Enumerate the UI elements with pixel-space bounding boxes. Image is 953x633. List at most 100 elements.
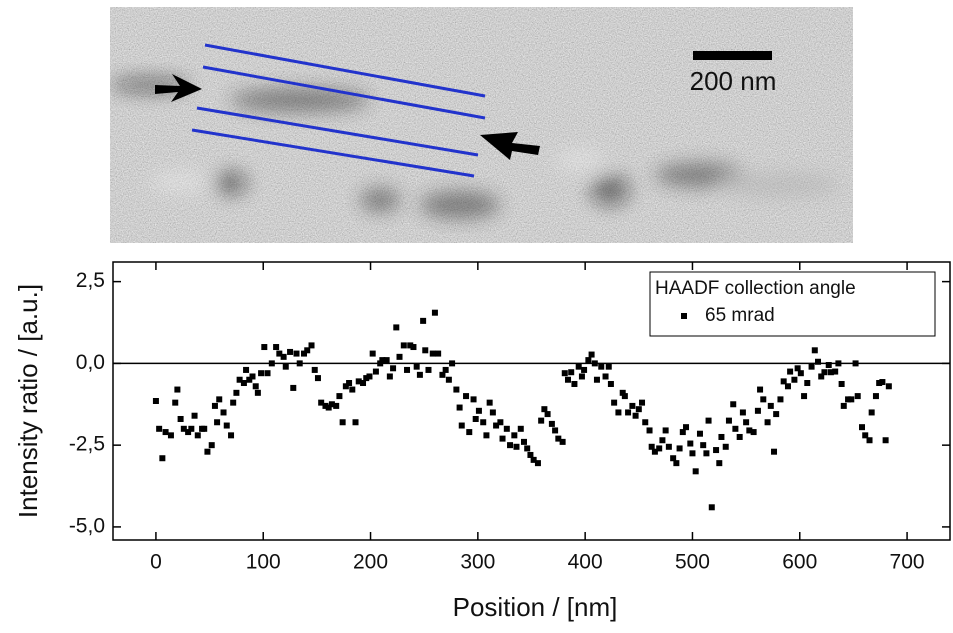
data-point	[670, 455, 677, 462]
data-point	[838, 380, 845, 387]
data-point	[480, 419, 487, 426]
data-point	[287, 348, 294, 355]
data-point	[743, 419, 750, 426]
data-point	[879, 379, 886, 386]
data-point	[264, 370, 271, 377]
data-point	[236, 376, 243, 383]
data-point	[632, 412, 639, 419]
tem-image: 200 nm	[110, 7, 853, 243]
data-point	[527, 451, 534, 458]
data-point	[530, 456, 537, 463]
data-point	[607, 380, 614, 387]
data-point	[716, 460, 723, 467]
data-point	[801, 393, 808, 400]
data-point	[764, 419, 771, 426]
x-tick-label: 700	[890, 551, 925, 574]
data-point	[220, 409, 227, 416]
data-point	[252, 383, 259, 390]
data-point	[882, 437, 889, 444]
arrow-left	[155, 74, 202, 102]
data-point	[216, 396, 223, 403]
data-point	[194, 432, 201, 439]
data-point	[866, 437, 873, 444]
data-point	[336, 393, 343, 400]
data-point	[750, 429, 757, 436]
data-point	[483, 432, 490, 439]
data-point	[541, 406, 548, 413]
data-point	[439, 371, 446, 378]
data-point	[243, 366, 250, 373]
x-tick-label: 100	[246, 551, 281, 574]
data-point	[511, 432, 518, 439]
data-point	[273, 344, 280, 351]
data-point	[339, 419, 346, 426]
data-point	[363, 375, 370, 382]
data-point	[449, 360, 456, 367]
data-point	[314, 375, 321, 382]
data-point	[862, 432, 869, 439]
data-point	[757, 386, 764, 393]
legend-box	[649, 271, 936, 337]
data-point	[662, 427, 669, 434]
data-point	[552, 427, 559, 434]
data-point	[848, 396, 855, 403]
data-point	[185, 429, 192, 436]
data-point	[463, 393, 470, 400]
data-point	[700, 442, 707, 449]
x-tick-label: 400	[568, 551, 603, 574]
data-point	[204, 448, 211, 455]
data-point	[386, 373, 393, 380]
data-point	[835, 360, 842, 367]
data-point	[713, 447, 720, 454]
data-point	[322, 402, 329, 409]
data-point	[818, 373, 825, 380]
data-point	[493, 422, 500, 429]
data-point	[369, 350, 376, 357]
data-point	[301, 350, 308, 357]
data-point	[159, 455, 166, 462]
data-point	[372, 368, 379, 375]
data-point	[561, 370, 568, 377]
data-point	[413, 363, 420, 370]
plot-frame	[112, 261, 951, 541]
data-point	[665, 443, 672, 450]
data-point	[651, 448, 658, 455]
data-point	[400, 342, 407, 349]
data-point	[422, 347, 429, 354]
data-point	[211, 402, 218, 409]
data-point	[383, 357, 390, 364]
data-point	[489, 409, 496, 416]
data-point	[497, 419, 504, 426]
data-point	[588, 351, 595, 358]
data-point	[208, 442, 215, 449]
data-point	[517, 425, 524, 432]
data-point	[548, 420, 555, 427]
data-point	[152, 398, 159, 404]
data-point	[591, 360, 598, 367]
x-tick-label: 0	[150, 551, 162, 574]
data-point	[718, 433, 725, 440]
data-point	[787, 368, 794, 375]
data-point	[304, 347, 311, 354]
data-point	[246, 376, 253, 383]
data-point	[845, 396, 852, 403]
data-point	[180, 425, 187, 432]
data-point	[854, 393, 861, 400]
data-point	[696, 430, 703, 437]
data-point	[228, 432, 235, 439]
data-point	[754, 407, 761, 414]
x-tick-label: 300	[460, 551, 495, 574]
data-point	[379, 357, 386, 364]
data-point	[466, 429, 473, 436]
data-point	[475, 407, 482, 414]
data-point	[605, 363, 612, 370]
data-point	[794, 365, 801, 372]
data-point	[534, 460, 541, 467]
data-point	[538, 417, 545, 424]
data-point	[825, 362, 832, 369]
data-point	[177, 415, 184, 422]
data-point	[188, 425, 195, 432]
data-point	[885, 383, 892, 390]
